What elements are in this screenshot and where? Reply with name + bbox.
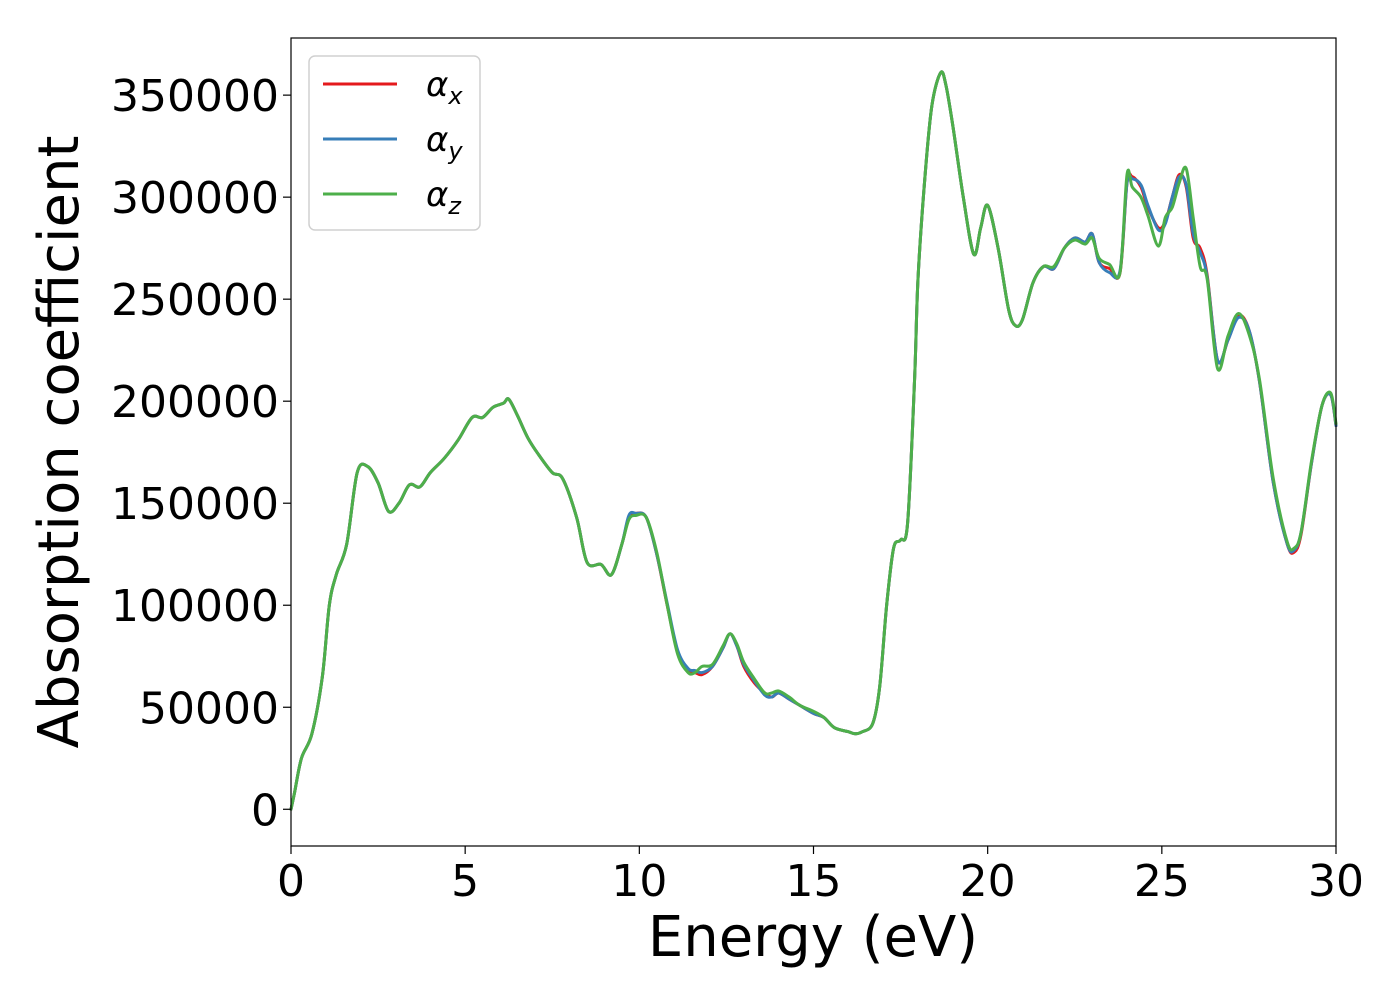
legend-label-alpha-z: αz [426,175,462,220]
y-tick-label: 300000 [111,173,279,224]
x-tick-label: 20 [960,856,1016,907]
legend: αx αy αz [308,55,481,231]
y-tick-label: 50000 [139,683,279,734]
x-tick-label: 0 [277,856,305,907]
x-tick-label: 15 [786,856,842,907]
y-axis-ticks: 0 50000 100000 150000 200000 250000 300000 3500… [111,71,291,836]
y-tick-label: 100000 [111,581,279,632]
x-axis-label: Energy (eV) [648,905,978,970]
y-axis-label: Absorption coefficient [27,136,92,749]
y-tick-label: 150000 [111,479,279,530]
y-tick-label: 200000 [111,377,279,428]
y-tick-label: 350000 [111,71,279,122]
x-tick-label: 5 [451,856,479,907]
x-tick-label: 30 [1308,856,1364,907]
series-layer [289,70,1338,811]
y-tick-label: 250000 [111,275,279,326]
series-line-alpha-z [289,70,1338,811]
legend-label-alpha-y: αy [426,120,463,165]
x-tick-label: 10 [611,856,667,907]
legend-box [308,55,481,231]
y-tick-label: 0 [251,785,279,836]
x-axis-ticks: 0 5 10 15 20 25 30 [277,846,1364,907]
x-tick-label: 25 [1134,856,1190,907]
legend-label-alpha-x: αx [426,65,463,110]
